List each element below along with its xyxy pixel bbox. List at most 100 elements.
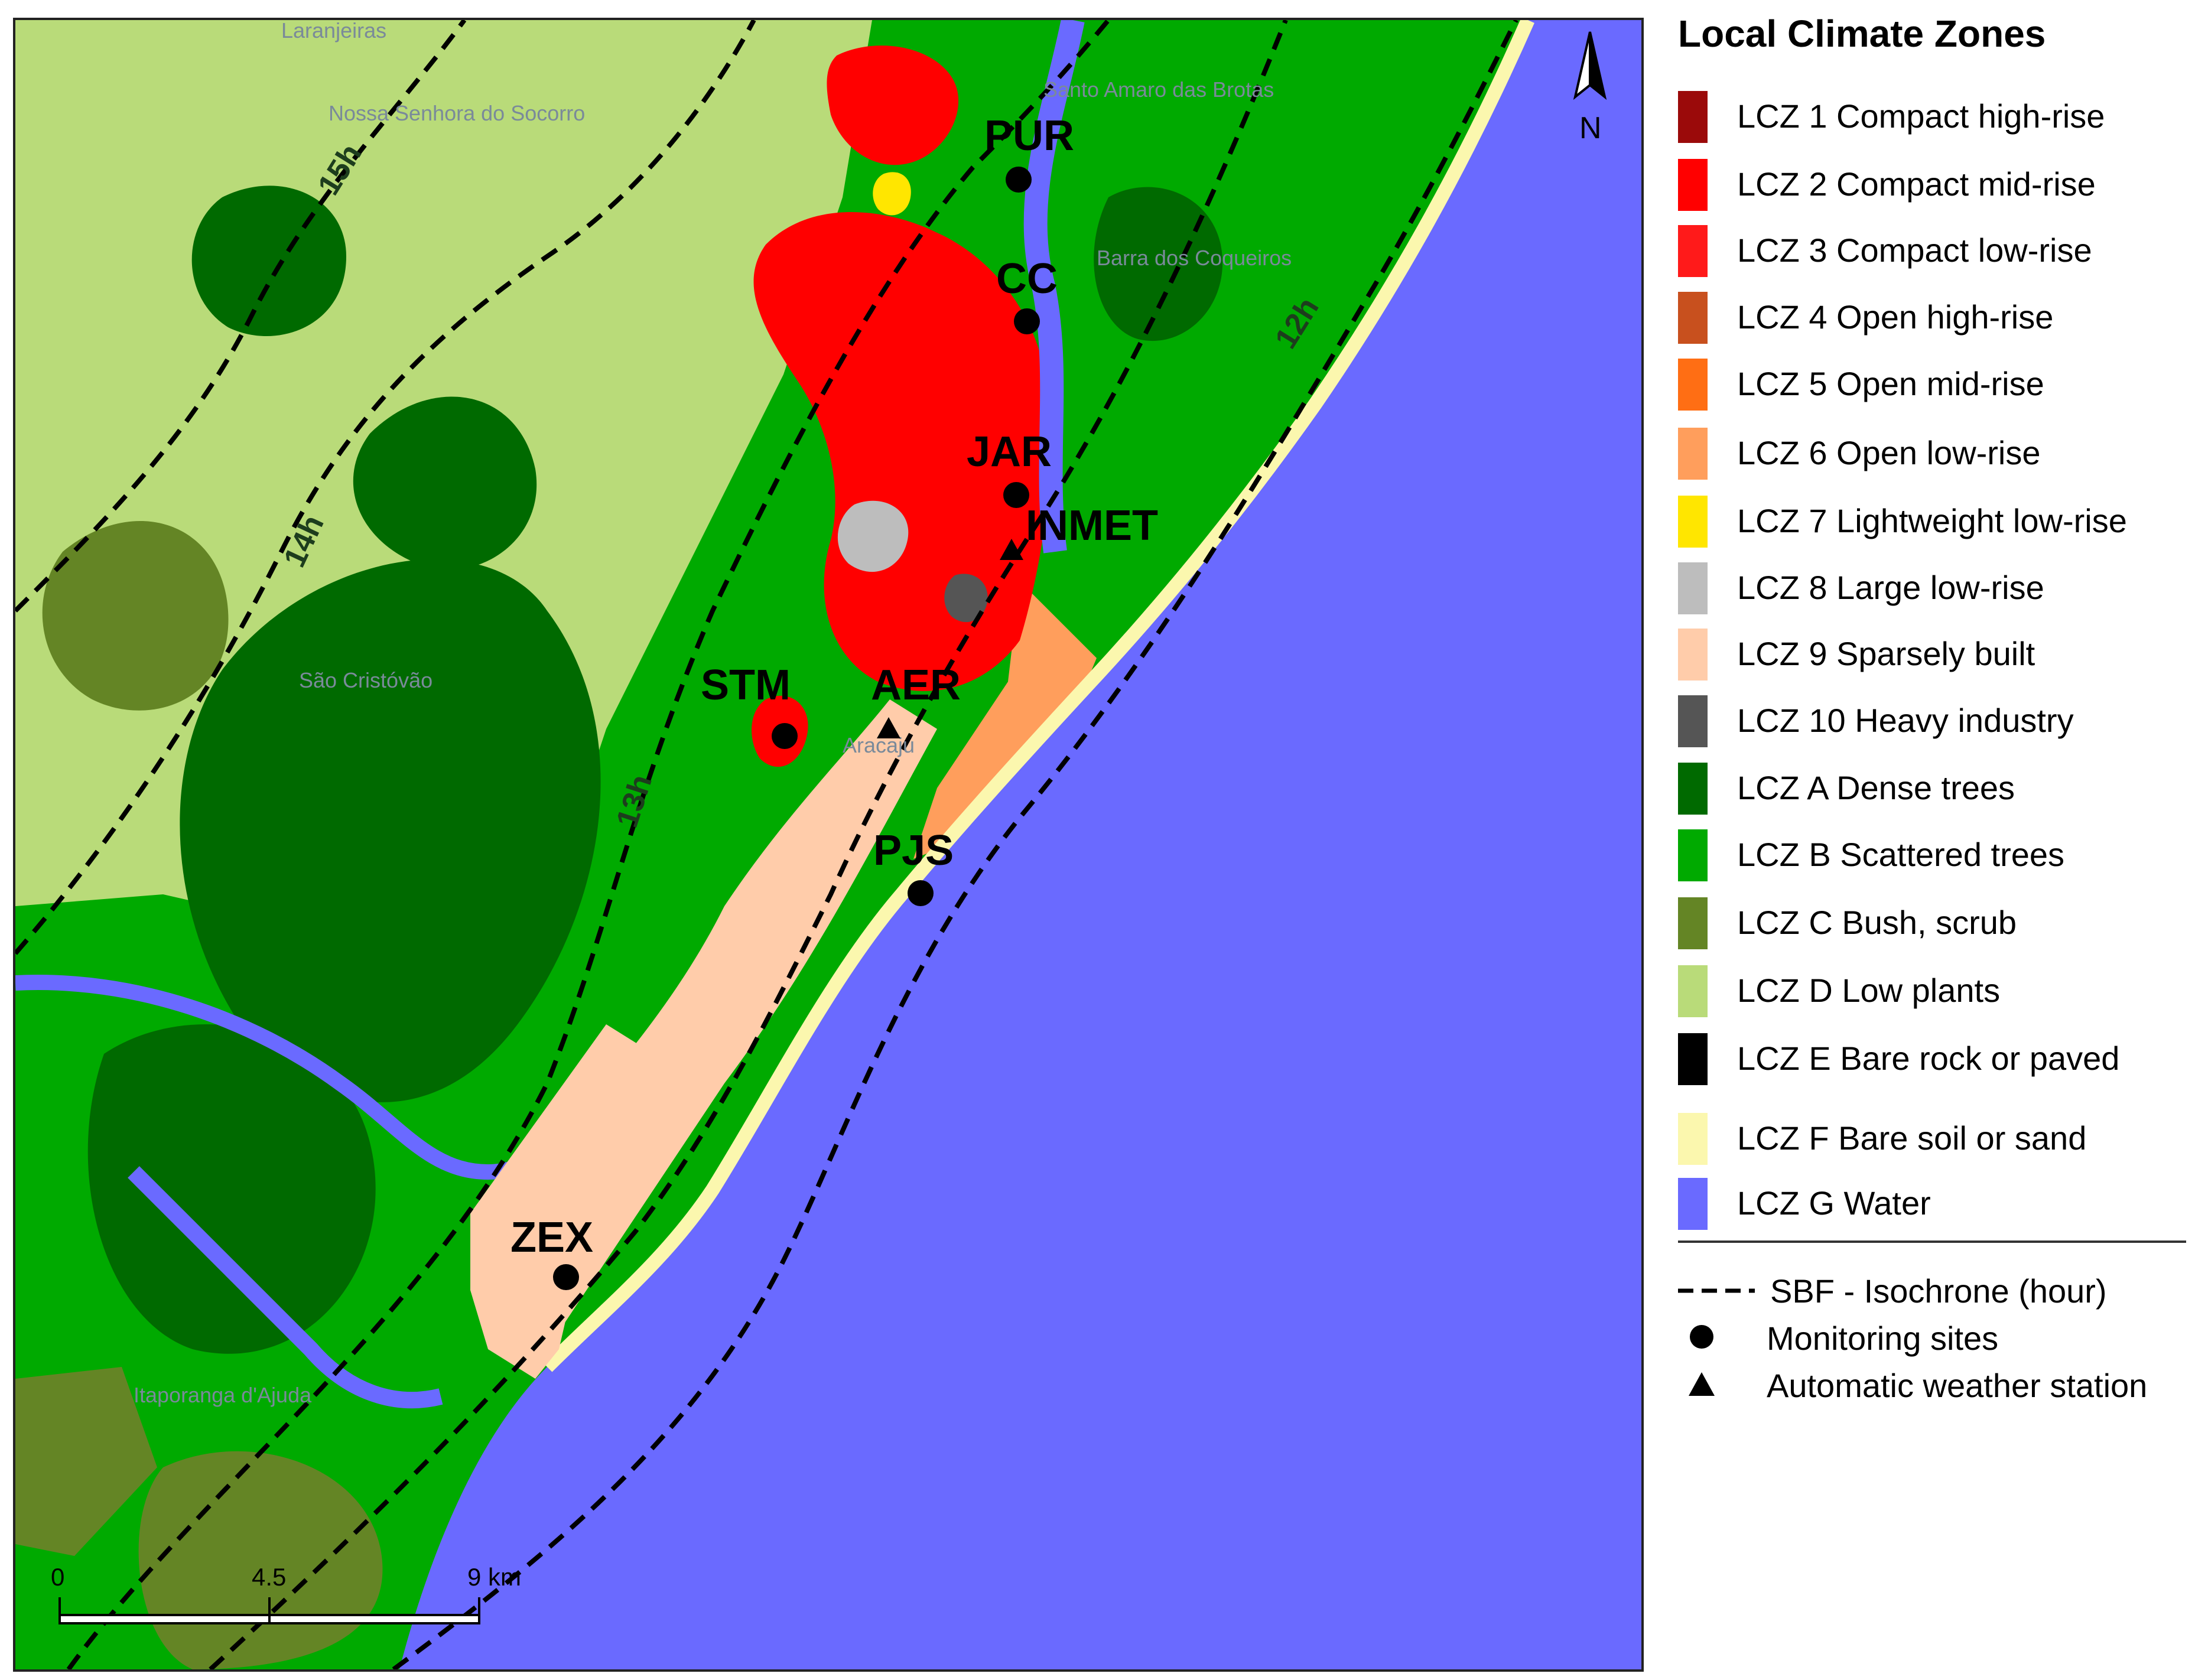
legend-title: Local Climate Zones (1678, 12, 2046, 55)
lcz-legend-label: LCZ 5 Open mid-rise (1737, 365, 2044, 402)
monitoring-site-circle-icon (908, 880, 934, 906)
lcz-map[interactable]: 15h 14h 13h 12h Laranjeiras Nossa Senhor… (15, 20, 1641, 1669)
lcz-legend-label: LCZ 1 Compact high-rise (1737, 97, 2105, 135)
lcz-legend-item: LCZ 9 Sparsely built (1678, 626, 2186, 685)
place-laranjeiras: Laranjeiras (281, 20, 386, 43)
symbol-legend-label: SBF - Isochrone (hour) (1770, 1272, 2107, 1310)
site-inmet[interactable]: INMET (1000, 502, 1158, 560)
site-pur-label: PUR (984, 112, 1074, 159)
lcz-legend-label: LCZ A Dense trees (1737, 769, 2015, 806)
symbol-legend-item: SBF - Isochrone (hour) (1678, 1267, 2186, 1314)
isochrone-15h-line (15, 20, 467, 613)
map-frame: 15h 14h 13h 12h Laranjeiras Nossa Senhor… (13, 18, 1644, 1672)
lcz-color-swatch (1678, 496, 1708, 548)
dense-trees-area-2 (87, 1024, 376, 1354)
site-aer[interactable]: AER (871, 662, 961, 738)
river-southwest (128, 1166, 443, 1408)
monitoring-site-circle-icon (1006, 167, 1032, 193)
ocean-water (399, 20, 1641, 1669)
bush-area-3 (15, 1367, 157, 1556)
lcz-legend-item: LCZ A Dense trees (1678, 760, 2186, 819)
scale-bar-segment-1 (58, 1614, 271, 1624)
site-aer-label: AER (871, 662, 961, 709)
scale-bar: 0 4.5 9 km (51, 1563, 521, 1624)
isochrone-12h-line (392, 20, 1518, 1669)
lcz-color-swatch (1678, 763, 1708, 815)
lcz-legend-item: LCZ F Bare soil or sand (1678, 1111, 2186, 1170)
lcz-legend-item: LCZ 4 Open high-rise (1678, 289, 2186, 349)
site-jar-label: JAR (967, 428, 1052, 476)
lcz-color-swatch (1678, 629, 1708, 681)
lcz-color-swatch (1678, 428, 1708, 480)
legend-divider (1678, 1241, 2186, 1243)
place-barra-dos-coqueiros: Barra dos Coqueiros (1097, 246, 1292, 270)
symbol-legend-item: Monitoring sites (1678, 1314, 2186, 1362)
triangle-icon (1689, 1372, 1715, 1396)
site-pjs[interactable]: PJS (873, 827, 954, 906)
lcz-legend-item: LCZ E Bare rock or paved (1678, 1031, 2186, 1090)
north-arrow-label: N (1579, 111, 1602, 145)
heavy-industry-area (944, 574, 988, 623)
lcz-color-swatch (1678, 292, 1708, 344)
lcz-color-swatch (1678, 359, 1708, 411)
lcz-legend-label: LCZ C Bush, scrub (1737, 904, 2017, 941)
isochrone-14h-line (15, 20, 756, 955)
lcz-legend-label: LCZ F Bare soil or sand (1737, 1119, 2087, 1157)
lcz-legend-item: LCZ 10 Heavy industry (1678, 693, 2186, 752)
place-itaporanga-dajuda: Itaporanga d'Ajuda (134, 1383, 312, 1407)
site-pur[interactable]: PUR (984, 112, 1074, 193)
bush-area (42, 520, 229, 711)
lcz-color-swatch (1678, 91, 1708, 143)
site-stm[interactable]: STM (701, 662, 798, 749)
lcz-legend-label: LCZ D Low plants (1737, 972, 2001, 1009)
lcz-legend-label: LCZ 9 Sparsely built (1737, 635, 2035, 672)
lightweight-low-rise-area (873, 172, 911, 216)
lcz-legend-label: LCZ 4 Open high-rise (1737, 298, 2054, 336)
lcz-legend-item: LCZ B Scattered trees (1678, 827, 2186, 886)
lcz-color-swatch (1678, 1033, 1708, 1085)
lcz-legend-label: LCZ 10 Heavy industry (1737, 702, 2074, 739)
site-cc[interactable]: CC (996, 255, 1058, 334)
lcz-color-swatch (1678, 695, 1708, 747)
scale-bar-segment-2 (268, 1614, 480, 1624)
weather-station-triangle-icon (1000, 539, 1023, 560)
lcz-legend-label: LCZ 2 Compact mid-rise (1737, 165, 2096, 203)
weather-station-triangle-icon (877, 717, 900, 738)
site-inmet-label: INMET (1026, 502, 1158, 549)
legend: Local Climate Zones LCZ 1 Compact high-r… (1678, 12, 2186, 1441)
sparsely-built-south (470, 1024, 653, 1379)
lcz-legend-label: LCZ 7 Lightweight low-rise (1737, 502, 2127, 539)
site-cc-label: CC (996, 255, 1058, 302)
place-santo-amaro-das-brotas: Santo Amaro das Brotas (1043, 77, 1274, 102)
site-jar[interactable]: JAR (967, 428, 1052, 508)
scale-bar-label-0: 0 (51, 1563, 64, 1591)
lcz-legend-item: LCZ 7 Lightweight low-rise (1678, 493, 2186, 552)
compact-mid-rise-urban-2 (827, 45, 959, 165)
lcz-legend-item: LCZ C Bush, scrub (1678, 895, 2186, 954)
lcz-legend-label: LCZ 8 Large low-rise (1737, 569, 2044, 606)
monitoring-site-circle-icon (553, 1264, 579, 1290)
lcz-color-swatch (1678, 225, 1708, 277)
isochrone-12h-outer-line (209, 20, 1288, 1669)
lcz-legend-item: LCZ 3 Compact low-rise (1678, 223, 2186, 282)
dashed-line-icon (1678, 1288, 1755, 1293)
lcz-color-swatch (1678, 159, 1708, 211)
site-stm-label: STM (701, 662, 791, 709)
lcz-legend-item: LCZ 5 Open mid-rise (1678, 356, 2186, 415)
lcz-legend-item: LCZ G Water (1678, 1176, 2186, 1235)
monitoring-site-circle-icon (1014, 308, 1040, 334)
lcz-legend-item: LCZ 6 Open low-rise (1678, 425, 2186, 484)
scale-bar-label-2: 9 km (467, 1563, 521, 1591)
lcz-legend-item: LCZ D Low plants (1678, 963, 2186, 1022)
beach-sand (542, 20, 1534, 1372)
peninsula-trees (1073, 20, 1534, 552)
site-zex-label: ZEX (510, 1214, 593, 1261)
lcz-color-swatch (1678, 1113, 1708, 1165)
dense-trees-area (180, 559, 601, 1102)
peninsula-dense-trees (1094, 187, 1223, 341)
site-zex[interactable]: ZEX (510, 1214, 593, 1290)
open-low-rise-area (913, 581, 1097, 859)
compact-mid-rise-urban (753, 212, 1051, 691)
lcz-legend-label: LCZ G Water (1737, 1184, 1931, 1222)
monitoring-site-circle-icon (772, 723, 798, 749)
